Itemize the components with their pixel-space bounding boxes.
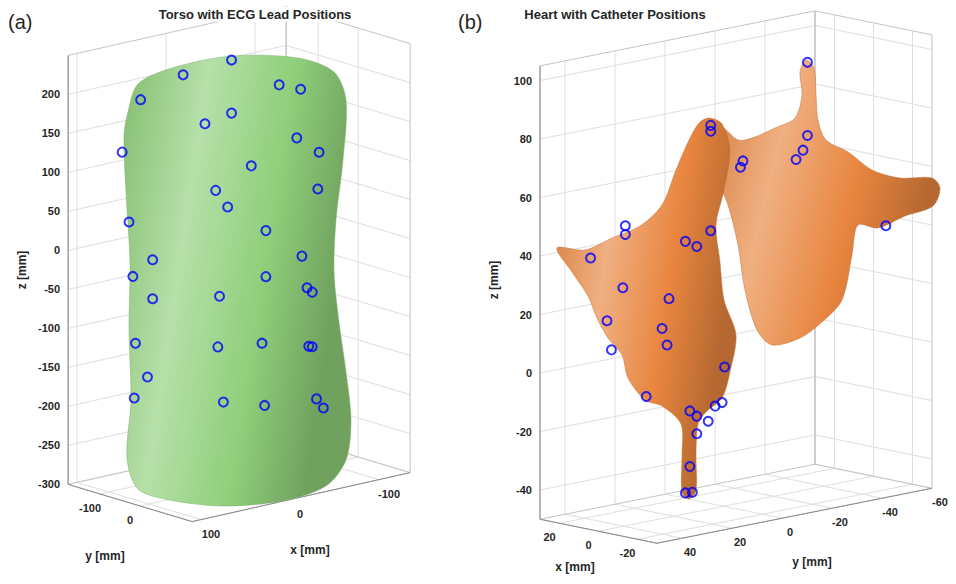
svg-text:x [mm]: x [mm]: [555, 560, 594, 574]
svg-text:z [mm]: z [mm]: [487, 261, 501, 300]
svg-text:0: 0: [54, 244, 60, 256]
svg-text:-100: -100: [79, 502, 101, 514]
svg-text:150: 150: [42, 127, 60, 139]
svg-text:Torso with ECG Lead Positions: Torso with ECG Lead Positions: [159, 7, 352, 22]
svg-text:-100: -100: [38, 322, 60, 334]
svg-text:-20: -20: [516, 426, 532, 438]
svg-text:80: 80: [520, 133, 532, 145]
svg-text:y [mm]: y [mm]: [792, 555, 831, 569]
svg-text:-200: -200: [38, 400, 60, 412]
svg-text:200: 200: [42, 88, 60, 100]
svg-text:-250: -250: [38, 439, 60, 451]
svg-text:(b): (b): [458, 11, 482, 33]
svg-text:y [mm]: y [mm]: [85, 549, 124, 563]
svg-text:z [mm]: z [mm]: [15, 251, 29, 290]
svg-text:-50: -50: [44, 283, 60, 295]
svg-text:-40: -40: [882, 506, 898, 518]
svg-text:-40: -40: [516, 484, 532, 496]
svg-text:0: 0: [127, 514, 133, 526]
svg-text:0: 0: [585, 539, 591, 551]
svg-text:20: 20: [543, 531, 555, 543]
svg-text:0: 0: [526, 367, 532, 379]
svg-text:50: 50: [48, 205, 60, 217]
svg-text:60: 60: [520, 192, 532, 204]
svg-text:100: 100: [202, 528, 220, 540]
svg-text:Heart with Catheter Positions: Heart with Catheter Positions: [524, 7, 705, 22]
svg-text:100: 100: [42, 166, 60, 178]
svg-text:-20: -20: [620, 547, 636, 559]
svg-text:0: 0: [787, 526, 793, 538]
svg-text:x [mm]: x [mm]: [290, 543, 329, 557]
svg-text:0: 0: [297, 508, 303, 520]
svg-text:100: 100: [514, 75, 532, 87]
svg-text:40: 40: [684, 546, 696, 558]
svg-text:40: 40: [520, 250, 532, 262]
svg-text:-60: -60: [932, 496, 948, 508]
svg-text:(a): (a): [8, 11, 32, 33]
svg-text:-100: -100: [378, 488, 400, 500]
svg-text:20: 20: [520, 309, 532, 321]
svg-text:20: 20: [734, 536, 746, 548]
svg-text:-20: -20: [832, 516, 848, 528]
svg-text:-150: -150: [38, 361, 60, 373]
svg-text:-300: -300: [38, 478, 60, 490]
